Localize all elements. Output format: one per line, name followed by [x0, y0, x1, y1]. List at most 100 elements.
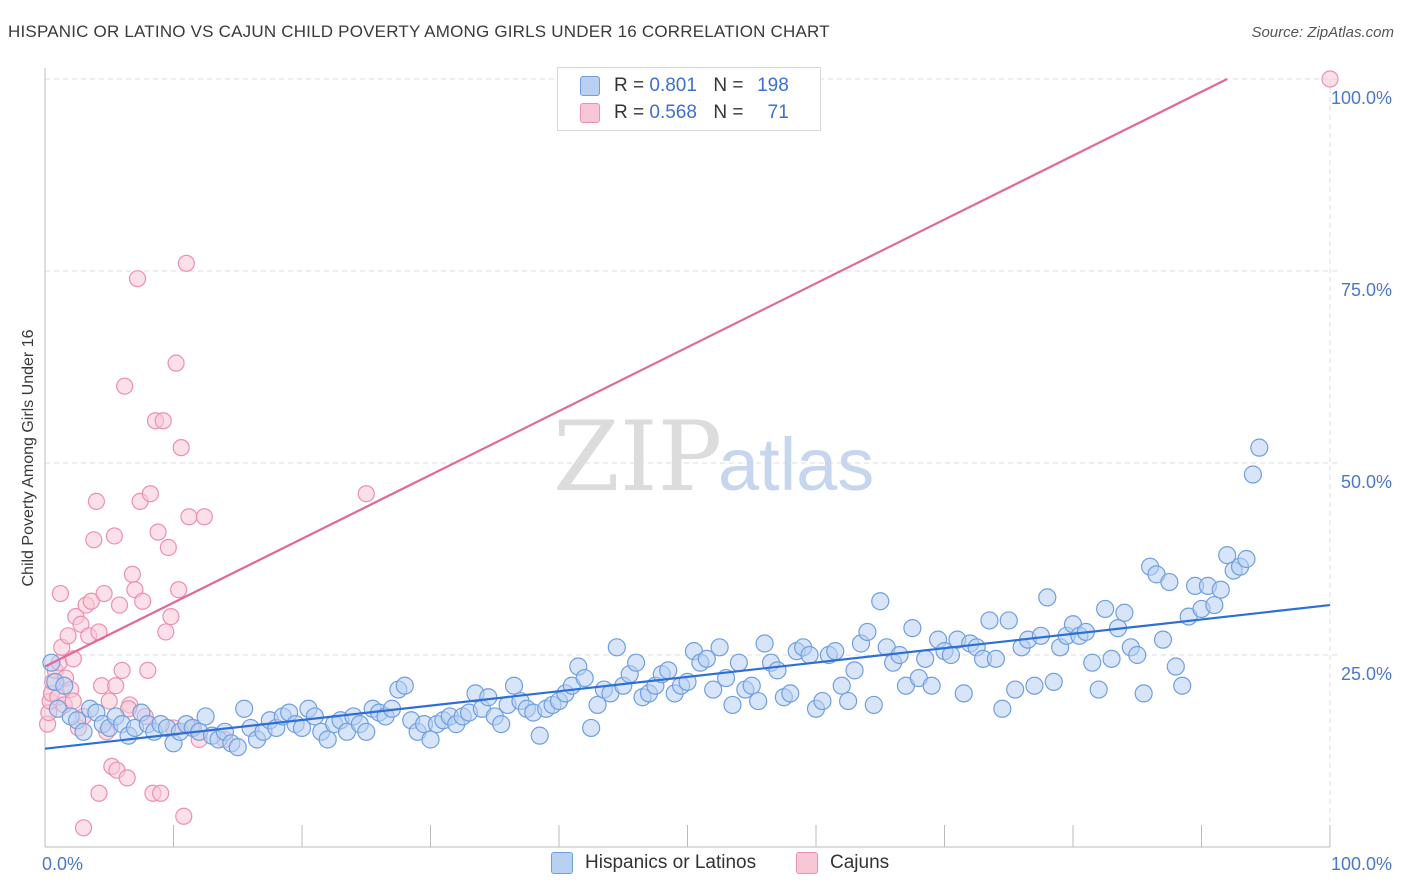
- source-credit: Source: ZipAtlas.com: [1251, 24, 1394, 41]
- hispanics-point: [697, 649, 716, 668]
- hispanics-point: [800, 645, 819, 665]
- hispanics-point: [1160, 572, 1179, 592]
- hispanics-point: [582, 718, 601, 738]
- hispanics-point: [318, 730, 337, 749]
- hispanics-point: [986, 649, 1006, 668]
- hispanics-point: [1250, 438, 1269, 457]
- y-tick-label: 100.0%: [1331, 88, 1392, 108]
- hispanics-point: [954, 684, 973, 703]
- cajuns-point: [116, 377, 134, 395]
- cajuns-point: [175, 807, 193, 825]
- grid-lines: [45, 78, 1338, 847]
- legend-r-value: 0.801: [649, 75, 697, 96]
- hispanics-point: [575, 668, 594, 688]
- cajuns-point: [82, 592, 100, 610]
- hispanics-point: [704, 680, 723, 699]
- cajuns-point: [170, 581, 188, 599]
- hispanics-point: [903, 619, 922, 638]
- hispanics-point: [1025, 676, 1044, 695]
- hispanics-point: [395, 676, 414, 695]
- cajuns-point: [74, 819, 93, 837]
- hispanics-point: [813, 691, 832, 711]
- cajuns-point: [105, 527, 123, 545]
- series-legend-hispanics: Hispanics or Latinos: [551, 852, 756, 874]
- hispanics-point: [626, 653, 646, 672]
- y-tick-label: 75.0%: [1341, 280, 1392, 300]
- cajuns-point: [195, 508, 213, 526]
- cajuns-point: [51, 584, 70, 603]
- y-tick-label: 25.0%: [1341, 664, 1392, 684]
- hispanics-point: [999, 611, 1018, 630]
- legend-n-label: N =: [713, 75, 744, 96]
- series-label-hispanics: Hispanics or Latinos: [585, 852, 757, 873]
- hispanics-point: [832, 676, 851, 695]
- hispanics-point: [864, 695, 883, 715]
- cajuns-point: [87, 492, 106, 510]
- x-tick-labels: 0.0% 100.0%: [42, 854, 1392, 874]
- y-axis-title: Child Poverty Among Girls Under 16: [20, 329, 37, 586]
- hispanics-point: [1128, 645, 1147, 665]
- cajuns-point: [90, 784, 108, 802]
- legend-swatch-pink: [580, 103, 600, 123]
- hispanics-point: [305, 707, 324, 726]
- cajuns-point: [172, 439, 190, 457]
- cajuns-point: [152, 784, 170, 802]
- cajuns-point: [95, 584, 113, 603]
- hispanics-point: [74, 722, 93, 741]
- series-label-cajuns: Cajuns: [830, 852, 890, 873]
- hispanics-point: [729, 653, 749, 672]
- hispanics-point: [1083, 653, 1102, 672]
- cajuns-point: [141, 485, 159, 503]
- cajuns-point: [107, 677, 125, 695]
- cajuns-point: [180, 508, 198, 526]
- hispanics-point: [1044, 672, 1063, 691]
- hispanics-point: [1089, 680, 1108, 699]
- cajuns-point: [162, 607, 180, 626]
- series-legend-cajuns: Cajuns: [796, 852, 889, 874]
- cajuns-point: [154, 412, 172, 430]
- legend-swatch-blue: [580, 76, 600, 96]
- cajuns-point: [149, 523, 167, 541]
- hispanics-point: [1006, 680, 1025, 699]
- hispanics-point: [710, 638, 729, 657]
- hispanics-point: [1096, 599, 1115, 619]
- hispanics-point: [492, 715, 511, 734]
- hispanics-point: [1237, 549, 1256, 569]
- hispanics-point: [916, 649, 935, 668]
- hispanics-point: [1115, 603, 1134, 622]
- hispanics-point: [228, 738, 247, 757]
- legend-row-cajuns: R = 0.568 N = 71: [580, 101, 789, 125]
- cajuns-point: [177, 254, 195, 272]
- legend-row-hispanics: R = 0.801 N = 198: [580, 74, 789, 98]
- correlation-legend: R = 0.801 N = 198 R = 0.568 N = 71: [557, 67, 821, 131]
- hispanics-point: [1218, 546, 1237, 565]
- series-swatch-blue: [551, 852, 573, 874]
- hispanics-point: [1153, 630, 1173, 649]
- hispanics-point: [858, 622, 877, 642]
- cajuns-point: [1321, 70, 1339, 88]
- hispanics-point: [993, 699, 1012, 718]
- hispanics-point: [659, 661, 678, 680]
- hispanics-point: [922, 676, 941, 695]
- hispanics-point: [479, 688, 498, 707]
- hispanics-trend-line: [44, 603, 1331, 750]
- cajuns-point: [64, 692, 82, 710]
- hispanics-point: [504, 676, 524, 695]
- hispanics-point: [749, 691, 768, 711]
- legend-r-label: R =: [614, 102, 645, 123]
- hispanics-point: [607, 638, 626, 657]
- hispanics-point: [742, 676, 761, 695]
- cajuns-point: [134, 592, 152, 610]
- cajuns-point: [357, 485, 375, 503]
- cajuns-point: [85, 531, 103, 549]
- hispanics-point: [1102, 649, 1121, 668]
- cajuns-point: [100, 692, 118, 710]
- legend-n-value: 71: [767, 102, 789, 123]
- cajuns-trend-line: [44, 78, 1228, 668]
- hispanics-point: [845, 661, 864, 680]
- hispanics-point: [980, 611, 999, 630]
- hispanics-point: [196, 707, 215, 726]
- series-swatch-pink: [796, 852, 818, 874]
- trend-lines: [44, 78, 1331, 750]
